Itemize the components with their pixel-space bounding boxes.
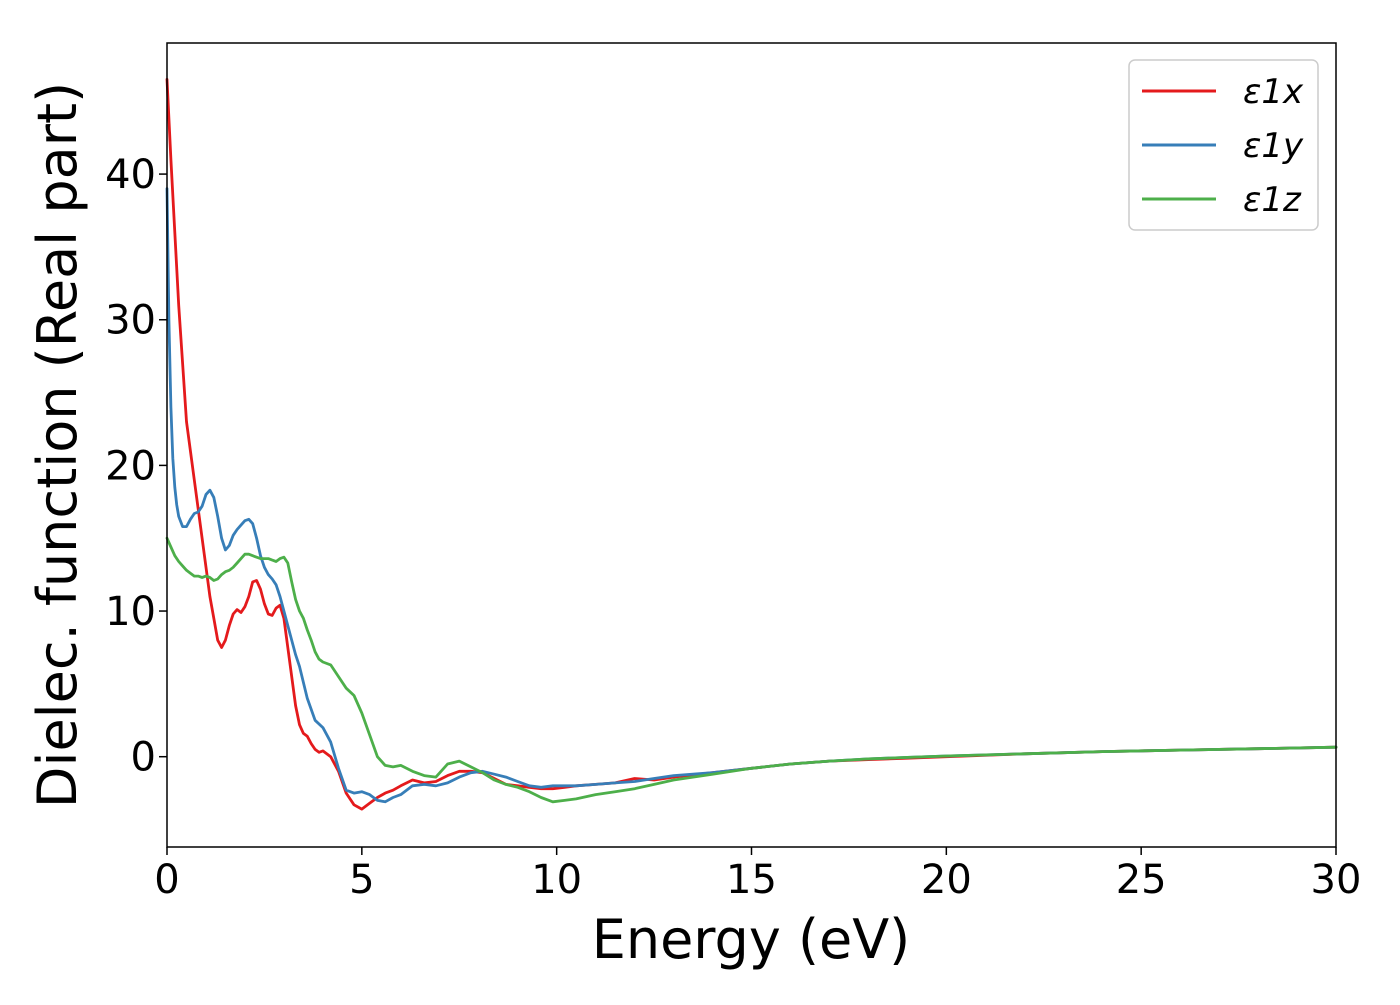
x-tick-label: 0 — [154, 857, 179, 903]
x-tick-label: 5 — [349, 857, 374, 903]
y-tick-label: 30 — [105, 298, 156, 344]
series-layer — [165, 78, 1338, 811]
legend-box — [1128, 59, 1319, 231]
legend: ε1x ε1y ε1z — [1128, 59, 1319, 231]
y-tick-label: 0 — [131, 735, 156, 781]
series-line-1 — [165, 78, 1338, 811]
legend-label-1: ε1x — [1243, 72, 1304, 112]
y-tick-label: 20 — [105, 443, 156, 489]
legend-items: ε1x ε1y ε1z — [1142, 72, 1304, 220]
y-tick-label: 40 — [105, 152, 156, 198]
y-axis-ticks: 0 10 20 30 40 — [105, 152, 167, 781]
y-axis-title: Dielec. function (Real part) — [26, 82, 89, 808]
x-tick-label: 15 — [726, 857, 777, 903]
x-tick-label: 20 — [921, 857, 972, 903]
series-line-3 — [165, 536, 1338, 804]
y-tick-label: 10 — [105, 589, 156, 635]
x-tick-label: 10 — [531, 857, 582, 903]
x-tick-label: 25 — [1116, 857, 1167, 903]
x-axis-ticks: 0 5 10 15 20 25 30 — [154, 847, 1361, 903]
legend-label-2: ε1y — [1243, 126, 1304, 166]
legend-label-3: ε1z — [1243, 180, 1302, 220]
x-tick-label: 30 — [1311, 857, 1362, 903]
series-line-2 — [165, 187, 1338, 804]
x-axis-title: Energy (eV) — [592, 908, 911, 971]
